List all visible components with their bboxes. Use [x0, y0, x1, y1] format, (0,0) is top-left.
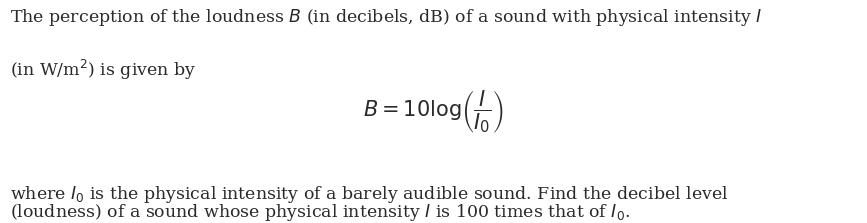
Text: (in W/m$^2$) is given by: (in W/m$^2$) is given by — [10, 58, 197, 82]
Text: (loudness) of a sound whose physical intensity $I$ is 100 times that of $I_0$.: (loudness) of a sound whose physical int… — [10, 202, 630, 223]
Text: $B = 10 \log\!\left(\dfrac{I}{I_0}\right)$: $B = 10 \log\!\left(\dfrac{I}{I_0}\right… — [363, 88, 504, 135]
Text: The perception of the loudness $B$ (in decibels, dB) of a sound with physical in: The perception of the loudness $B$ (in d… — [10, 7, 763, 28]
Text: where $I_0$ is the physical intensity of a barely audible sound. Find the decibe: where $I_0$ is the physical intensity of… — [10, 184, 729, 205]
